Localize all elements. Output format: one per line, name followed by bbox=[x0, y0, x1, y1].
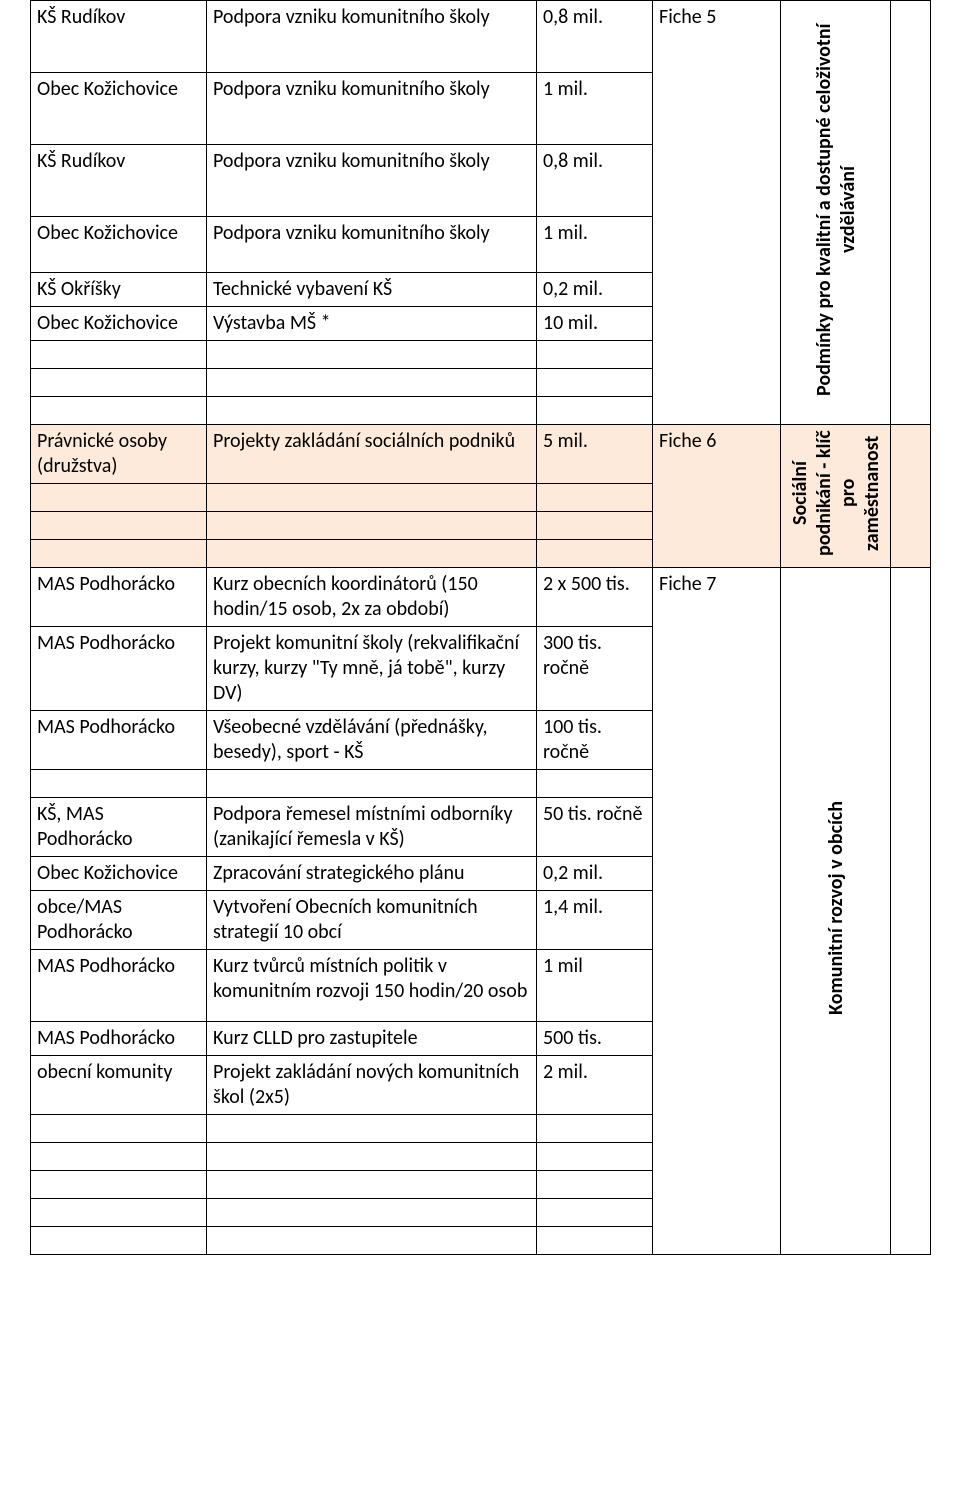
spacer-col bbox=[891, 568, 931, 1255]
table-row: KŠ Rudíkov Podpora vzniku komunitního šk… bbox=[31, 1, 931, 73]
cell-col2: Projekty zakládání sociálních podniků bbox=[207, 425, 537, 484]
cell-col2: Zpracování strategického plánu bbox=[207, 857, 537, 891]
vertical-label: Sociální podnikání - klíč pro zaměstnano… bbox=[788, 426, 884, 560]
cell-col2: Podpora vzniku komunitního školy bbox=[207, 217, 537, 273]
vertical-label: Podmínky pro kvalitní a dostupné celoživ… bbox=[812, 2, 860, 417]
vertical-label-cell: Podmínky pro kvalitní a dostupné celoživ… bbox=[781, 1, 891, 425]
cell-col1: MAS Podhorácko bbox=[31, 950, 207, 1022]
cell-col2: Podpora vzniku komunitního školy bbox=[207, 1, 537, 73]
cell-col3: 100 tis. ročně bbox=[537, 711, 653, 770]
cell-col2: Kurz obecních koordinátorů (150 hodin/15… bbox=[207, 568, 537, 627]
cell-col3: 0,2 mil. bbox=[537, 857, 653, 891]
cell-col1: obecní komunity bbox=[31, 1056, 207, 1115]
cell-col2: Podpora vzniku komunitního školy bbox=[207, 145, 537, 217]
cell-col2: Technické vybavení KŠ bbox=[207, 273, 537, 307]
cell-col2: Výstavba MŠ * bbox=[207, 307, 537, 341]
cell-col3: 500 tis. bbox=[537, 1022, 653, 1056]
cell-col3: 10 mil. bbox=[537, 307, 653, 341]
cell-col1: MAS Podhorácko bbox=[31, 568, 207, 627]
cell-col2: Kurz CLLD pro zastupitele bbox=[207, 1022, 537, 1056]
main-table: KŠ Rudíkov Podpora vzniku komunitního šk… bbox=[30, 0, 931, 1255]
fiche-cell: Fiche 7 bbox=[653, 568, 781, 1255]
cell-col1: KŠ Rudíkov bbox=[31, 145, 207, 217]
cell-col3: 0,8 mil. bbox=[537, 145, 653, 217]
cell-col3: 300 tis. ročně bbox=[537, 627, 653, 711]
cell-col3: 0,8 mil. bbox=[537, 1, 653, 73]
cell-col1: KŠ Rudíkov bbox=[31, 1, 207, 73]
fiche-cell: Fiche 5 bbox=[653, 1, 781, 425]
cell-col1: MAS Podhorácko bbox=[31, 711, 207, 770]
cell-col1: KŠ, MAS Podhorácko bbox=[31, 798, 207, 857]
cell-col3: 1 mil. bbox=[537, 73, 653, 145]
cell-col1: MAS Podhorácko bbox=[31, 1022, 207, 1056]
cell-col1: obce/MAS Podhorácko bbox=[31, 891, 207, 950]
cell-col3: 5 mil. bbox=[537, 425, 653, 484]
cell-col3: 0,2 mil. bbox=[537, 273, 653, 307]
cell-col1: Obec Kožichovice bbox=[31, 217, 207, 273]
fiche-cell: Fiche 6 bbox=[653, 425, 781, 568]
table-row: MAS Podhorácko Kurz obecních koordinátor… bbox=[31, 568, 931, 627]
cell-col2: Projekt komunitní školy (rekvalifikační … bbox=[207, 627, 537, 711]
vertical-label: Komunitní rozvoj v obcích bbox=[824, 801, 848, 1015]
cell-col2: Vytvoření Obecních komunitních strategií… bbox=[207, 891, 537, 950]
cell-col2: Všeobecné vzdělávání (přednášky, besedy)… bbox=[207, 711, 537, 770]
vertical-label-cell: Sociální podnikání - klíč pro zaměstnano… bbox=[781, 425, 891, 568]
cell-col3: 50 tis. ročně bbox=[537, 798, 653, 857]
cell-col3: 1,4 mil. bbox=[537, 891, 653, 950]
cell-col1: MAS Podhorácko bbox=[31, 627, 207, 711]
vertical-label-cell: Komunitní rozvoj v obcích bbox=[781, 568, 891, 1255]
cell-col1: Obec Kožichovice bbox=[31, 857, 207, 891]
cell-col1: KŠ Okříšky bbox=[31, 273, 207, 307]
cell-col3: 2 mil. bbox=[537, 1056, 653, 1115]
cell-col1: Obec Kožichovice bbox=[31, 307, 207, 341]
table-row: Právnické osoby (družstva) Projekty zakl… bbox=[31, 425, 931, 484]
cell-col3: 1 mil. bbox=[537, 217, 653, 273]
spacer-col bbox=[891, 1, 931, 425]
cell-col2: Podpora vzniku komunitního školy bbox=[207, 73, 537, 145]
cell-col1: Obec Kožichovice bbox=[31, 73, 207, 145]
cell-col2: Podpora řemesel místními odborníky (zani… bbox=[207, 798, 537, 857]
cell-col1: Právnické osoby (družstva) bbox=[31, 425, 207, 484]
cell-col3: 2 x 500 tis. bbox=[537, 568, 653, 627]
cell-col2: Projekt zakládání nových komunitních ško… bbox=[207, 1056, 537, 1115]
cell-col3: 1 mil bbox=[537, 950, 653, 1022]
spacer-col bbox=[891, 425, 931, 568]
cell-col2: Kurz tvůrců místních politik v komunitní… bbox=[207, 950, 537, 1022]
